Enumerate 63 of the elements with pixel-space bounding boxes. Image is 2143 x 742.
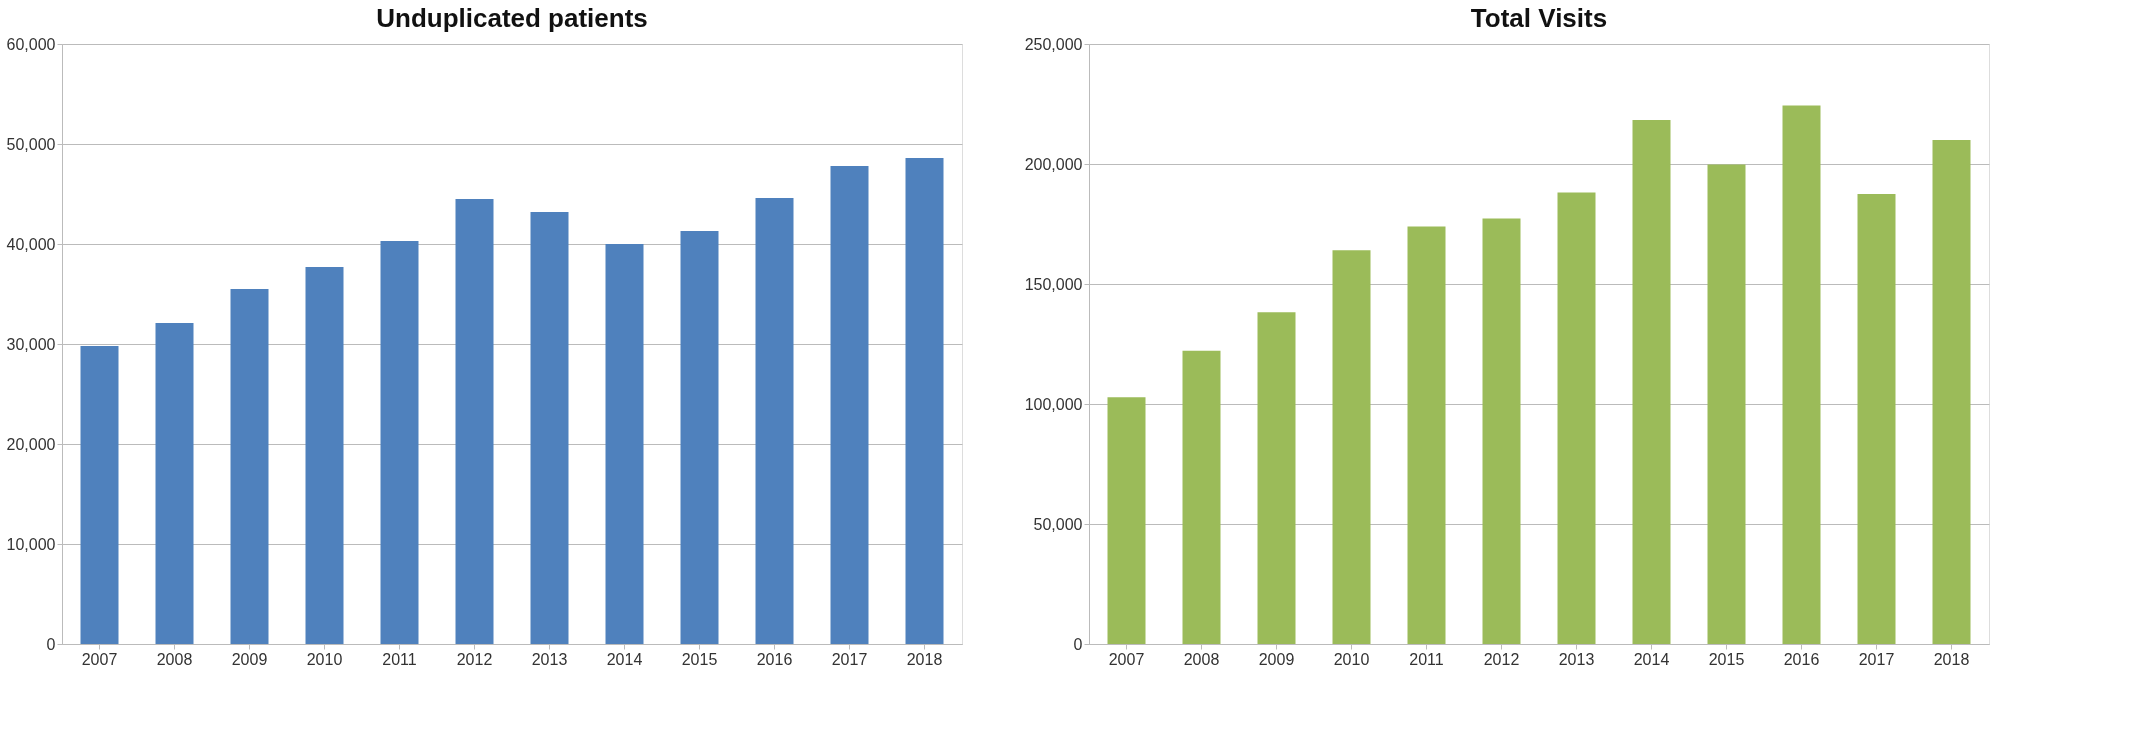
y-tick-label: 50,000 [6, 135, 56, 153]
x-tick-label: 2017 [1858, 650, 1895, 668]
y-tick-label: 20,000 [6, 435, 56, 453]
bar [1257, 312, 1296, 644]
bar [605, 244, 644, 644]
y-tick-label: 40,000 [6, 235, 56, 253]
x-tick-label: 2016 [756, 650, 793, 668]
x-tick-label: 2015 [1708, 650, 1745, 668]
x-tick-label: 2013 [1558, 650, 1595, 668]
y-tick-label: 200,000 [1024, 155, 1083, 173]
x-tick-label: 2018 [1933, 650, 1970, 668]
bar [905, 158, 944, 644]
y-tick-label: 0 [1073, 635, 1083, 653]
y-tick-label: 150,000 [1024, 275, 1083, 293]
x-tick-label: 2014 [1633, 650, 1670, 668]
x-tick-label: 2015 [681, 650, 718, 668]
x-tick-label: 2011 [382, 650, 417, 668]
x-tick-label: 2010 [1333, 650, 1370, 668]
chart-title: Unduplicated patients [376, 3, 648, 33]
bar [1182, 350, 1221, 644]
y-tick-label: 100,000 [1024, 395, 1083, 413]
x-tick-label: 2018 [906, 650, 943, 668]
x-tick-label: 2017 [831, 650, 868, 668]
bar [155, 323, 194, 644]
bar [230, 289, 269, 644]
bar [1107, 397, 1146, 644]
bar [1557, 192, 1596, 644]
y-tick-label: 0 [46, 635, 56, 653]
x-tick-label: 2009 [231, 650, 268, 668]
y-tick-label: 50,000 [1033, 515, 1083, 533]
bar [380, 241, 419, 644]
x-tick-label: 2014 [606, 650, 643, 668]
bar [755, 198, 794, 644]
bar [1707, 164, 1746, 644]
bar [305, 267, 344, 644]
x-tick-label: 2007 [1108, 650, 1145, 668]
x-tick-label: 2007 [81, 650, 118, 668]
x-tick-label: 2010 [306, 650, 343, 668]
y-tick-label: 30,000 [6, 335, 56, 353]
x-tick-label: 2009 [1258, 650, 1295, 668]
y-tick-label: 250,000 [1024, 35, 1083, 53]
bar [1632, 120, 1671, 644]
x-tick-label: 2012 [1483, 650, 1520, 668]
bar [530, 212, 569, 644]
x-tick-label: 2016 [1783, 650, 1820, 668]
bar [830, 166, 869, 644]
x-tick-label: 2008 [1183, 650, 1220, 668]
bar [1482, 218, 1521, 644]
bar [1782, 105, 1821, 644]
x-tick-label: 2012 [456, 650, 493, 668]
bar [455, 199, 494, 644]
bar [80, 346, 119, 644]
bar [1332, 250, 1371, 644]
bar [680, 231, 719, 644]
y-tick-label: 60,000 [6, 35, 56, 53]
bar [1932, 140, 1971, 644]
bar [1407, 226, 1446, 644]
x-tick-label: 2011 [1409, 650, 1444, 668]
y-tick-label: 10,000 [6, 535, 56, 553]
x-tick-label: 2008 [156, 650, 193, 668]
x-tick-label: 2013 [531, 650, 568, 668]
chart-title: Total Visits [1470, 3, 1608, 33]
bar [1857, 194, 1896, 644]
